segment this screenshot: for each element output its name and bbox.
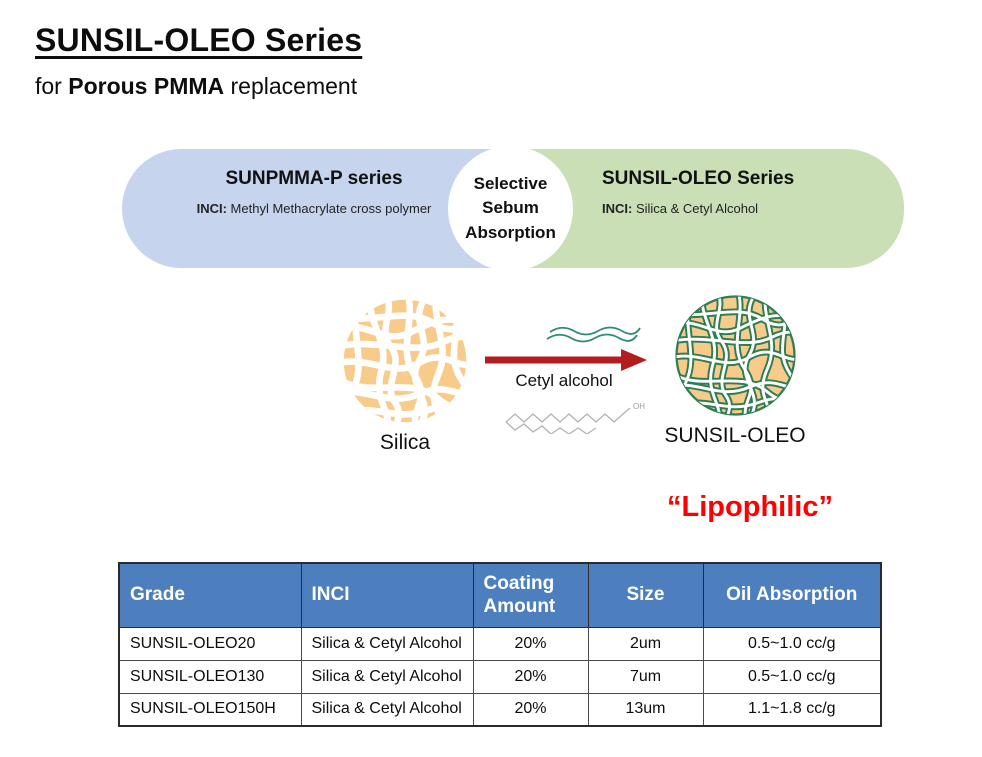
cell-grade: SUNSIL-OLEO150H (118, 692, 302, 727)
table-row: SUNSIL-OLEO20 Silica & Cetyl Alcohol 20%… (118, 626, 882, 661)
cell-coating: 20% (472, 659, 589, 694)
sunpmma-title: SUNPMMA-P series (225, 168, 403, 189)
sunpmma-text-block: SUNPMMA-P series INCI: Methyl Methacryla… (140, 168, 488, 216)
table-row: SUNSIL-OLEO130 Silica & Cetyl Alcohol 20… (118, 659, 882, 694)
cell-oil: 0.5~1.0 cc/g (702, 626, 882, 661)
sunsil-oleo-inci: INCI: Silica & Cetyl Alcohol (602, 201, 892, 216)
lipophilic-highlight: “Lipophilic” (667, 491, 833, 523)
cetyl-molecule-squiggle-icon (546, 326, 641, 343)
cell-size: 13um (587, 692, 704, 727)
sunsil-oleo-pill-half (512, 149, 904, 268)
subtitle-bold: Porous PMMA (68, 73, 225, 99)
oh-label: OH (633, 402, 645, 411)
cetyl-alcohol-label: Cetyl alcohol (515, 371, 613, 390)
cell-grade: SUNSIL-OLEO130 (118, 659, 302, 694)
sunsil-oleo-text-block: SUNSIL-OLEO Series INCI: Silica & Cetyl … (602, 168, 892, 216)
cetyl-alcohol-structure-icon: OH (505, 402, 645, 434)
comparison-banner: SUNPMMA-P series INCI: Methyl Methacryla… (122, 146, 904, 271)
page-subtitle: for Porous PMMA replacement (35, 73, 357, 100)
header-oil-absorption: Oil Absorption (702, 562, 882, 628)
subtitle-suffix: replacement (224, 73, 358, 99)
reaction-arrow-icon (485, 349, 647, 371)
page-title: SUNSIL-OLEO Series (35, 22, 363, 58)
cell-inci: Silica & Cetyl Alcohol (300, 692, 474, 727)
table-header-row: Grade INCI Coating Amount Size Oil Absor… (118, 562, 882, 628)
cell-size: 7um (587, 659, 704, 694)
header-coating-amount: Coating Amount (472, 562, 589, 628)
cell-grade: SUNSIL-OLEO20 (118, 626, 302, 661)
cell-oil: 0.5~1.0 cc/g (702, 659, 882, 694)
sunsil-oleo-title: SUNSIL-OLEO Series (602, 168, 795, 189)
inci-value: Methyl Methacrylate cross polymer (226, 201, 432, 216)
cell-inci: Silica & Cetyl Alcohol (300, 659, 474, 694)
sunsil-oleo-label: SUNSIL-OLEO (664, 424, 806, 447)
cell-coating: 20% (472, 626, 589, 661)
inci-label: INCI: (196, 201, 227, 216)
inci-label: INCI: (602, 201, 633, 216)
cell-inci: Silica & Cetyl Alcohol (300, 626, 474, 661)
cell-size: 2um (587, 626, 704, 661)
inci-value: Silica & Cetyl Alcohol (632, 201, 759, 216)
subtitle-prefix: for (35, 73, 69, 99)
sunpmma-inci: INCI: Methyl Methacrylate cross polymer (140, 201, 488, 216)
cell-coating: 20% (472, 692, 589, 727)
sunpmma-pill-half (122, 149, 512, 268)
cell-oil: 1.1~1.8 cc/g (702, 692, 882, 727)
table-row: SUNSIL-OLEO150H Silica & Cetyl Alcohol 2… (118, 692, 882, 727)
sunsil-oleo-particle-icon (675, 295, 796, 416)
selective-sebum-absorption-badge: Selective Sebum Absorption (448, 146, 573, 271)
header-grade: Grade (118, 562, 302, 628)
header-inci: INCI (300, 562, 474, 628)
header-size: Size (587, 562, 704, 628)
spec-table: Grade INCI Coating Amount Size Oil Absor… (118, 562, 882, 727)
silica-label: Silica (379, 431, 431, 454)
silica-particle-icon (339, 295, 471, 427)
